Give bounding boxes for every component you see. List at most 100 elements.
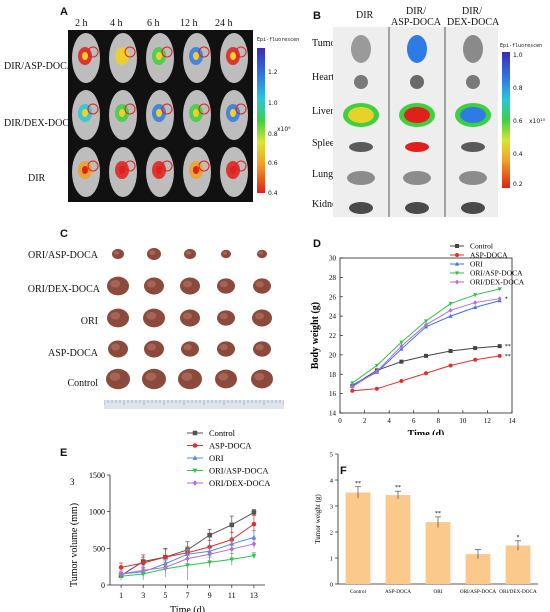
group-label: ORI/ASP-DOCA <box>27 250 98 261</box>
tumor-roi-circle <box>87 46 99 58</box>
panel-b-col-label: DIR/ ASP-DOCA <box>391 6 442 28</box>
panel-a-colorbar-title: Epi-fluorescen <box>257 37 300 43</box>
x-tick-label: 3 <box>141 591 145 600</box>
data-point <box>192 455 198 460</box>
y-tick-label: 28 <box>329 274 337 282</box>
fluorescence-core <box>230 109 236 117</box>
timepoint-label: 2 h <box>75 18 88 29</box>
data-point <box>229 522 235 528</box>
tumor-highlight <box>183 312 192 320</box>
organ <box>461 202 485 214</box>
colorbar-tick: 0.8 <box>268 131 278 138</box>
panel-a-row-label: DIR <box>28 173 46 184</box>
group-label: ORI <box>80 316 98 327</box>
tumor-roi-circle <box>87 160 99 172</box>
organ <box>410 75 424 89</box>
organ <box>463 35 483 63</box>
timepoint-label: 6 h <box>147 18 160 29</box>
organ-label: Liver <box>312 106 334 117</box>
y-tick-label: 18 <box>329 371 337 379</box>
data-point <box>455 244 459 248</box>
tumor-highlight <box>183 344 192 351</box>
tumor-highlight <box>255 344 264 351</box>
x-tick-label: 8 <box>437 417 441 425</box>
x-tick-label: 6 <box>412 417 416 425</box>
tumor-roi-circle <box>124 46 136 58</box>
tumor-roi-circle <box>161 160 173 172</box>
data-point <box>350 381 355 386</box>
colorbar-tick: 0.8 <box>513 85 523 92</box>
tumor-highlight <box>145 372 157 381</box>
data-point <box>229 541 235 546</box>
organ-label: Lung <box>312 169 334 180</box>
x-tick-label: 7 <box>186 591 190 600</box>
data-point <box>251 534 257 540</box>
data-point <box>229 546 235 552</box>
legend-label: Control <box>470 242 493 251</box>
y-tick-label: 14 <box>329 410 337 418</box>
x-tick-label: 5 <box>163 591 167 600</box>
panel-f-tumor-weight-chart: 0 1 2 3 4 5 Tumor weight (g) ** Control ** ASP-DOC… <box>314 452 538 595</box>
legend-label: ORI <box>470 260 483 269</box>
data-point <box>192 443 198 448</box>
x-tick-label: 0 <box>338 417 342 425</box>
data-point <box>455 279 459 285</box>
data-point <box>455 261 459 266</box>
data-point <box>251 553 257 559</box>
panel-c-letter: C <box>60 228 68 240</box>
fluorescence-core <box>230 166 236 174</box>
data-point <box>455 253 459 257</box>
organ-label: Spleen <box>312 138 340 149</box>
tumor-highlight <box>218 372 229 381</box>
data-point <box>140 560 146 566</box>
data-point <box>497 353 502 358</box>
organ <box>405 202 429 214</box>
tumor-roi-circle <box>235 103 247 115</box>
tumor-roi-circle <box>235 46 247 58</box>
tumor-highlight <box>254 372 265 381</box>
organ <box>351 35 371 63</box>
data-point <box>251 541 257 547</box>
panel-c-tumor-photo <box>104 238 284 410</box>
x-tick-label: 14 <box>509 417 517 425</box>
ruler <box>104 400 284 409</box>
data-point <box>192 430 198 436</box>
y-tick-label: 1000 <box>89 508 105 517</box>
data-point <box>448 301 453 306</box>
organ <box>405 142 429 152</box>
bar <box>385 495 411 584</box>
y-tick-label: 5 <box>330 452 333 459</box>
data-point <box>118 565 124 570</box>
fluorescence-core <box>156 52 162 60</box>
legend-label: ORI/DEX-DOCA <box>209 478 271 488</box>
data-point <box>192 468 198 474</box>
tumor-highlight <box>109 372 121 381</box>
tumor-highlight <box>113 250 120 255</box>
organ <box>459 171 487 185</box>
colorbar-gradient <box>502 52 510 188</box>
organ <box>354 75 368 89</box>
legend-label: ORI <box>209 453 224 463</box>
colorbar-tick: 0.6 <box>268 160 278 167</box>
data-point <box>448 363 453 368</box>
timepoint-label: 12 h <box>180 18 198 29</box>
y-tick-label: 22 <box>329 332 337 340</box>
tumor-highlight <box>111 343 120 351</box>
x-tick-label: 9 <box>208 591 212 600</box>
y-tick-label: 26 <box>329 293 337 301</box>
panel-b-organ-imaging <box>333 27 498 217</box>
colorbar-tick: 0.6 <box>513 118 523 125</box>
y-tick-label: 2 <box>330 530 333 537</box>
panel-a-row-label: DIR/DEX-DOCA <box>4 118 77 129</box>
data-point <box>448 307 453 313</box>
organ-label: Heart <box>312 72 335 83</box>
tumor-highlight <box>146 311 157 320</box>
fluorescence-core <box>156 109 162 117</box>
tumor-highlight <box>181 372 193 381</box>
x-tick-label: 11 <box>228 591 236 600</box>
data-point <box>185 555 190 562</box>
y-tick-label: 4 <box>330 478 334 485</box>
y-tick-label: 16 <box>329 390 337 398</box>
data-point <box>473 357 478 362</box>
data-point <box>118 571 124 577</box>
